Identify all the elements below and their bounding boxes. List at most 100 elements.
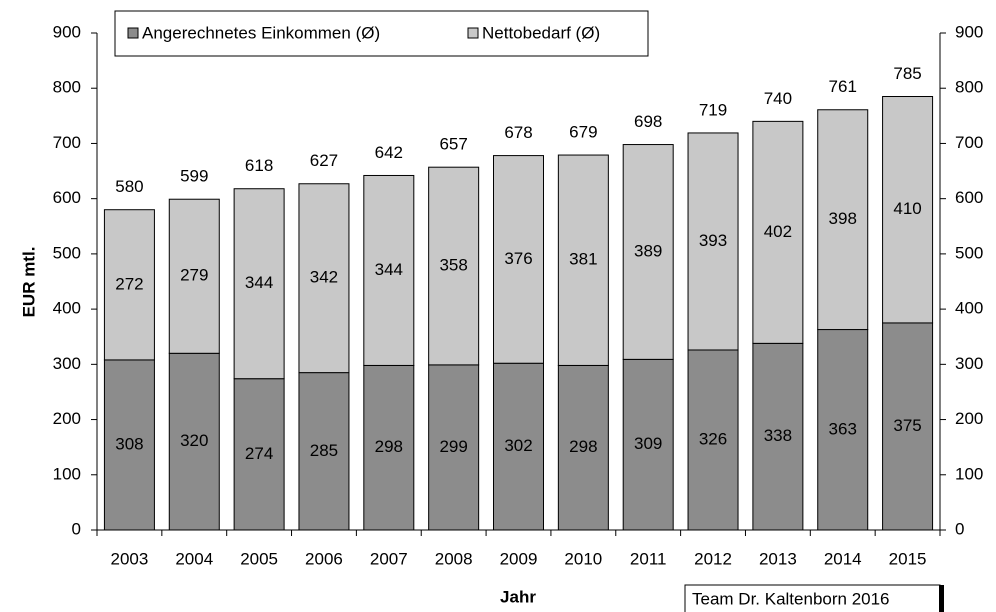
y-tick-label: 400 [53, 299, 81, 318]
data-label: 320 [180, 431, 208, 450]
data-label: 402 [764, 222, 792, 241]
total-label: 678 [504, 123, 532, 142]
total-label: 618 [245, 156, 273, 175]
data-label: 279 [180, 266, 208, 285]
data-label: 381 [569, 250, 597, 269]
data-label: 298 [569, 437, 597, 456]
data-label: 302 [504, 436, 532, 455]
data-label: 299 [439, 437, 467, 456]
y2-tick-label: 700 [955, 133, 983, 152]
footnote-box [684, 584, 941, 612]
bar-segment [233, 378, 285, 531]
y-tick-label: 600 [53, 188, 81, 207]
data-label: 342 [310, 268, 338, 287]
data-label: 358 [439, 256, 467, 275]
footnote: Team Dr. Kaltenborn 2016 [692, 589, 890, 608]
x-tick-label: 2008 [435, 549, 473, 568]
x-tick-label: 2014 [824, 549, 862, 568]
data-label: 398 [829, 209, 857, 228]
bar-segment [882, 322, 934, 531]
total-label: 599 [180, 167, 208, 186]
total-label: 698 [634, 112, 662, 131]
data-label: 298 [375, 437, 403, 456]
y2-tick-label: 300 [955, 354, 983, 373]
bar-segment [428, 166, 480, 366]
bar-segment [752, 342, 804, 531]
y2-tick-label: 500 [955, 243, 983, 262]
total-label: 761 [829, 77, 857, 96]
total-label: 719 [699, 100, 727, 119]
data-label: 363 [829, 419, 857, 438]
total-label: 580 [115, 177, 143, 196]
bar-segment [168, 198, 220, 354]
data-label: 375 [893, 416, 921, 435]
bar-segment [103, 359, 155, 531]
y2-tick-label: 900 [955, 22, 983, 41]
y-tick-label: 500 [53, 243, 81, 262]
x-tick-label: 2004 [175, 549, 213, 568]
bar-segment [363, 364, 415, 531]
bar-segment [687, 132, 739, 351]
data-label: 338 [764, 426, 792, 445]
x-tick-label: 2003 [111, 549, 149, 568]
bar-segment [298, 372, 350, 531]
bar-segment [493, 155, 544, 364]
y2-tick-label: 400 [955, 299, 983, 318]
legend-label: Angerechnetes Einkommen (Ø) [142, 23, 380, 42]
bar-segment [233, 188, 285, 380]
y-tick-label: 0 [72, 519, 81, 538]
y-tick-label: 300 [53, 354, 81, 373]
footnote-shadow [939, 585, 944, 612]
legend-label: Nettobedarf (Ø) [482, 23, 600, 42]
y-tick-label: 700 [53, 133, 81, 152]
bar-segment [493, 362, 544, 531]
data-label: 272 [115, 274, 143, 293]
y2-tick-label: 800 [955, 78, 983, 97]
bar-segment [817, 109, 869, 331]
bar-segment [428, 364, 480, 531]
data-label: 274 [245, 444, 273, 463]
bar-segment [752, 120, 804, 344]
x-tick-label: 2015 [889, 549, 927, 568]
total-label: 740 [764, 89, 792, 108]
data-label: 389 [634, 241, 662, 260]
data-label: 376 [504, 249, 532, 268]
x-tick-label: 2013 [759, 549, 797, 568]
y2-tick-label: 200 [955, 409, 983, 428]
data-label: 308 [115, 434, 143, 453]
data-label: 285 [310, 441, 338, 460]
bar-segment [817, 329, 869, 531]
bar-segment [557, 364, 609, 531]
x-tick-label: 2009 [500, 549, 538, 568]
y2-tick-label: 0 [955, 519, 964, 538]
legend-swatch [467, 27, 479, 39]
y-tick-label: 100 [53, 464, 81, 483]
x-tick-label: 2006 [305, 549, 343, 568]
x-tick-label: 2012 [694, 549, 732, 568]
data-label: 410 [893, 199, 921, 218]
data-label: 309 [634, 434, 662, 453]
y-tick-label: 800 [53, 78, 81, 97]
total-label: 657 [439, 135, 467, 154]
legend-swatch [127, 27, 139, 39]
data-label: 326 [699, 429, 727, 448]
bar-segment [557, 154, 609, 366]
legend [114, 10, 649, 57]
total-label: 642 [375, 143, 403, 162]
x-tick-label: 2011 [630, 549, 667, 568]
data-label: 344 [245, 273, 273, 292]
x-tick-label: 2005 [240, 549, 278, 568]
data-label: 393 [699, 231, 727, 250]
bar-segment [298, 183, 350, 374]
x-tick-label: 2010 [564, 549, 602, 568]
bar-segment [103, 209, 155, 361]
bar-segment [622, 144, 674, 360]
bar-segment [882, 96, 934, 324]
total-label: 679 [569, 123, 597, 142]
x-axis-label: Jahr [500, 587, 536, 606]
total-label: 627 [310, 151, 338, 170]
bar-segment [363, 174, 415, 366]
y2-tick-label: 600 [955, 188, 983, 207]
x-tick-label: 2007 [370, 549, 408, 568]
